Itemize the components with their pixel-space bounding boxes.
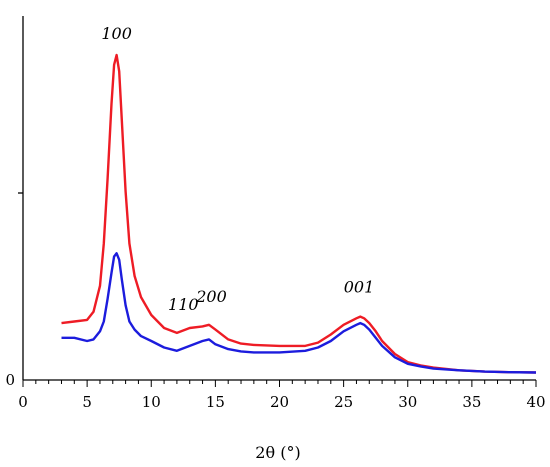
x-tick-label: 25 <box>334 393 353 411</box>
x-tick-label: 35 <box>462 393 481 411</box>
peak-label: 001 <box>344 277 375 296</box>
x-tick-label: 5 <box>82 393 92 411</box>
x-tick-label: 30 <box>398 393 417 411</box>
axes: 00 5 10 15 20 25 30 35 40 <box>5 16 546 411</box>
x-tick-label: 15 <box>206 393 225 411</box>
series-line-2 <box>61 252 537 374</box>
x-tick-label: 10 <box>142 393 161 411</box>
peak-label: 100 <box>101 24 132 43</box>
x-tick-label: 20 <box>270 393 289 411</box>
peak-label: 200 <box>195 287 227 306</box>
x-axis-title: 2θ (°) <box>255 443 300 462</box>
y-tick-label: 0 <box>5 371 15 389</box>
series-line-1 <box>61 53 537 374</box>
x-tick-label: 40 <box>526 393 545 411</box>
peak-label: 110 <box>168 295 199 314</box>
x-tick-label: 0 <box>18 393 28 411</box>
series-layer <box>61 53 537 374</box>
